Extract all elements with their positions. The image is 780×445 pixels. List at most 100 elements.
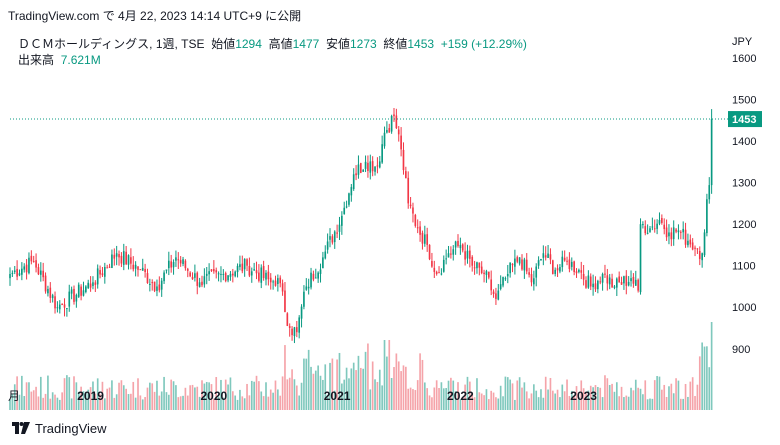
candle-body xyxy=(146,273,149,284)
candle-body xyxy=(149,283,151,285)
volume-bar xyxy=(487,399,490,410)
candle-body xyxy=(438,272,440,274)
volume-bar xyxy=(483,395,485,410)
volume-bar xyxy=(227,384,229,410)
volume-bar xyxy=(75,382,78,410)
candle-body xyxy=(419,226,421,235)
volume-bar xyxy=(642,394,644,410)
volume-bar xyxy=(566,379,568,410)
volume-bar xyxy=(348,378,350,410)
candle-body xyxy=(485,271,488,275)
last-price-text: 1453 xyxy=(732,114,756,126)
volume-bar xyxy=(679,398,682,410)
candle-body xyxy=(293,327,296,337)
candle-body xyxy=(554,269,557,274)
time-tick-label: 2023 xyxy=(570,389,597,403)
volume-bar xyxy=(684,383,687,410)
volume-bar xyxy=(651,398,654,410)
candle-body xyxy=(706,199,708,234)
volume-bar xyxy=(160,391,163,410)
price-tick-label: 1200 xyxy=(732,219,756,231)
volume-bar xyxy=(310,366,312,410)
candle-body xyxy=(47,288,49,294)
candle-body xyxy=(21,268,23,275)
candle-body xyxy=(509,262,511,274)
candle-body xyxy=(466,250,469,259)
volume-bar xyxy=(549,377,552,410)
candle-body xyxy=(395,115,398,129)
price-chart[interactable]: 900 1000 1100 1200 1300 1400 1500 1600 月 2019 202… xyxy=(0,30,780,410)
candle-body xyxy=(490,279,493,291)
chart-area[interactable]: 900 1000 1100 1200 1300 1400 1500 1600 月 2019 202… xyxy=(0,30,780,410)
candle-body xyxy=(194,273,196,278)
candle-body xyxy=(623,276,625,284)
candle-body xyxy=(134,264,137,269)
volume-bar xyxy=(485,389,488,410)
change-value: +159 (+12.29%) xyxy=(440,37,527,51)
volume-bar xyxy=(442,388,445,410)
candle-body xyxy=(518,257,521,264)
volume-bar xyxy=(376,381,379,410)
volume-bar xyxy=(668,386,670,410)
candle-body xyxy=(615,278,618,288)
volume-bar xyxy=(454,391,457,410)
volume-bar xyxy=(63,378,66,410)
low-label: 安値 xyxy=(325,37,350,51)
volume-bar xyxy=(644,380,647,410)
price-tick-label: 1100 xyxy=(732,261,756,273)
price-tick-label: 1000 xyxy=(732,302,756,314)
volume-bar xyxy=(191,384,194,410)
candle-body xyxy=(250,271,253,276)
candle-body xyxy=(601,274,604,283)
volume-bar xyxy=(303,358,305,410)
time-axis: 月 2019 2020 2021 2022 2023 xyxy=(8,389,597,403)
candle-body xyxy=(54,296,56,309)
candle-body xyxy=(480,266,483,274)
candle-body xyxy=(70,289,73,294)
candle-body xyxy=(378,161,381,168)
volume-bar xyxy=(575,386,578,410)
volume-bar xyxy=(215,377,218,410)
candle-body xyxy=(156,286,158,291)
volume-bar xyxy=(101,381,104,410)
candle-body xyxy=(587,275,590,288)
candle-body xyxy=(476,262,478,269)
volume-bar xyxy=(438,388,440,410)
candle-body xyxy=(336,232,338,234)
candle-body xyxy=(691,242,694,250)
volume-bar xyxy=(426,388,429,410)
volume-bar xyxy=(58,399,61,410)
candle-body xyxy=(670,232,673,240)
volume-bar xyxy=(608,385,611,410)
tradingview-logo[interactable]: TradingView xyxy=(12,421,107,436)
time-tick-label: 2022 xyxy=(447,389,474,403)
candle-body xyxy=(208,271,210,275)
candle-body xyxy=(113,254,116,259)
volume-bar xyxy=(139,395,142,410)
candle-body xyxy=(222,274,225,275)
volume-bar xyxy=(371,361,374,410)
volume-bar xyxy=(99,394,101,410)
candle-body xyxy=(269,277,272,283)
candle-body xyxy=(412,207,414,214)
candle-body xyxy=(49,287,52,298)
volume-bar xyxy=(293,379,296,410)
volume-bar xyxy=(625,395,628,410)
candle-body xyxy=(23,266,26,270)
volume-bar xyxy=(573,396,575,410)
candle-body xyxy=(111,254,113,268)
candle-body xyxy=(620,282,623,285)
candle-body xyxy=(92,282,94,286)
volume-bar xyxy=(345,367,348,410)
volume-bar xyxy=(706,346,708,410)
candle-body xyxy=(307,286,310,289)
candle-body xyxy=(153,281,156,291)
volume-bar xyxy=(277,389,279,410)
candle-body xyxy=(575,271,578,274)
volume-bars xyxy=(9,322,713,410)
candle-body xyxy=(170,261,173,268)
candle-body xyxy=(627,281,630,286)
volume-bar xyxy=(66,375,68,410)
volume-bar xyxy=(158,395,161,410)
volume-bar xyxy=(367,343,369,410)
